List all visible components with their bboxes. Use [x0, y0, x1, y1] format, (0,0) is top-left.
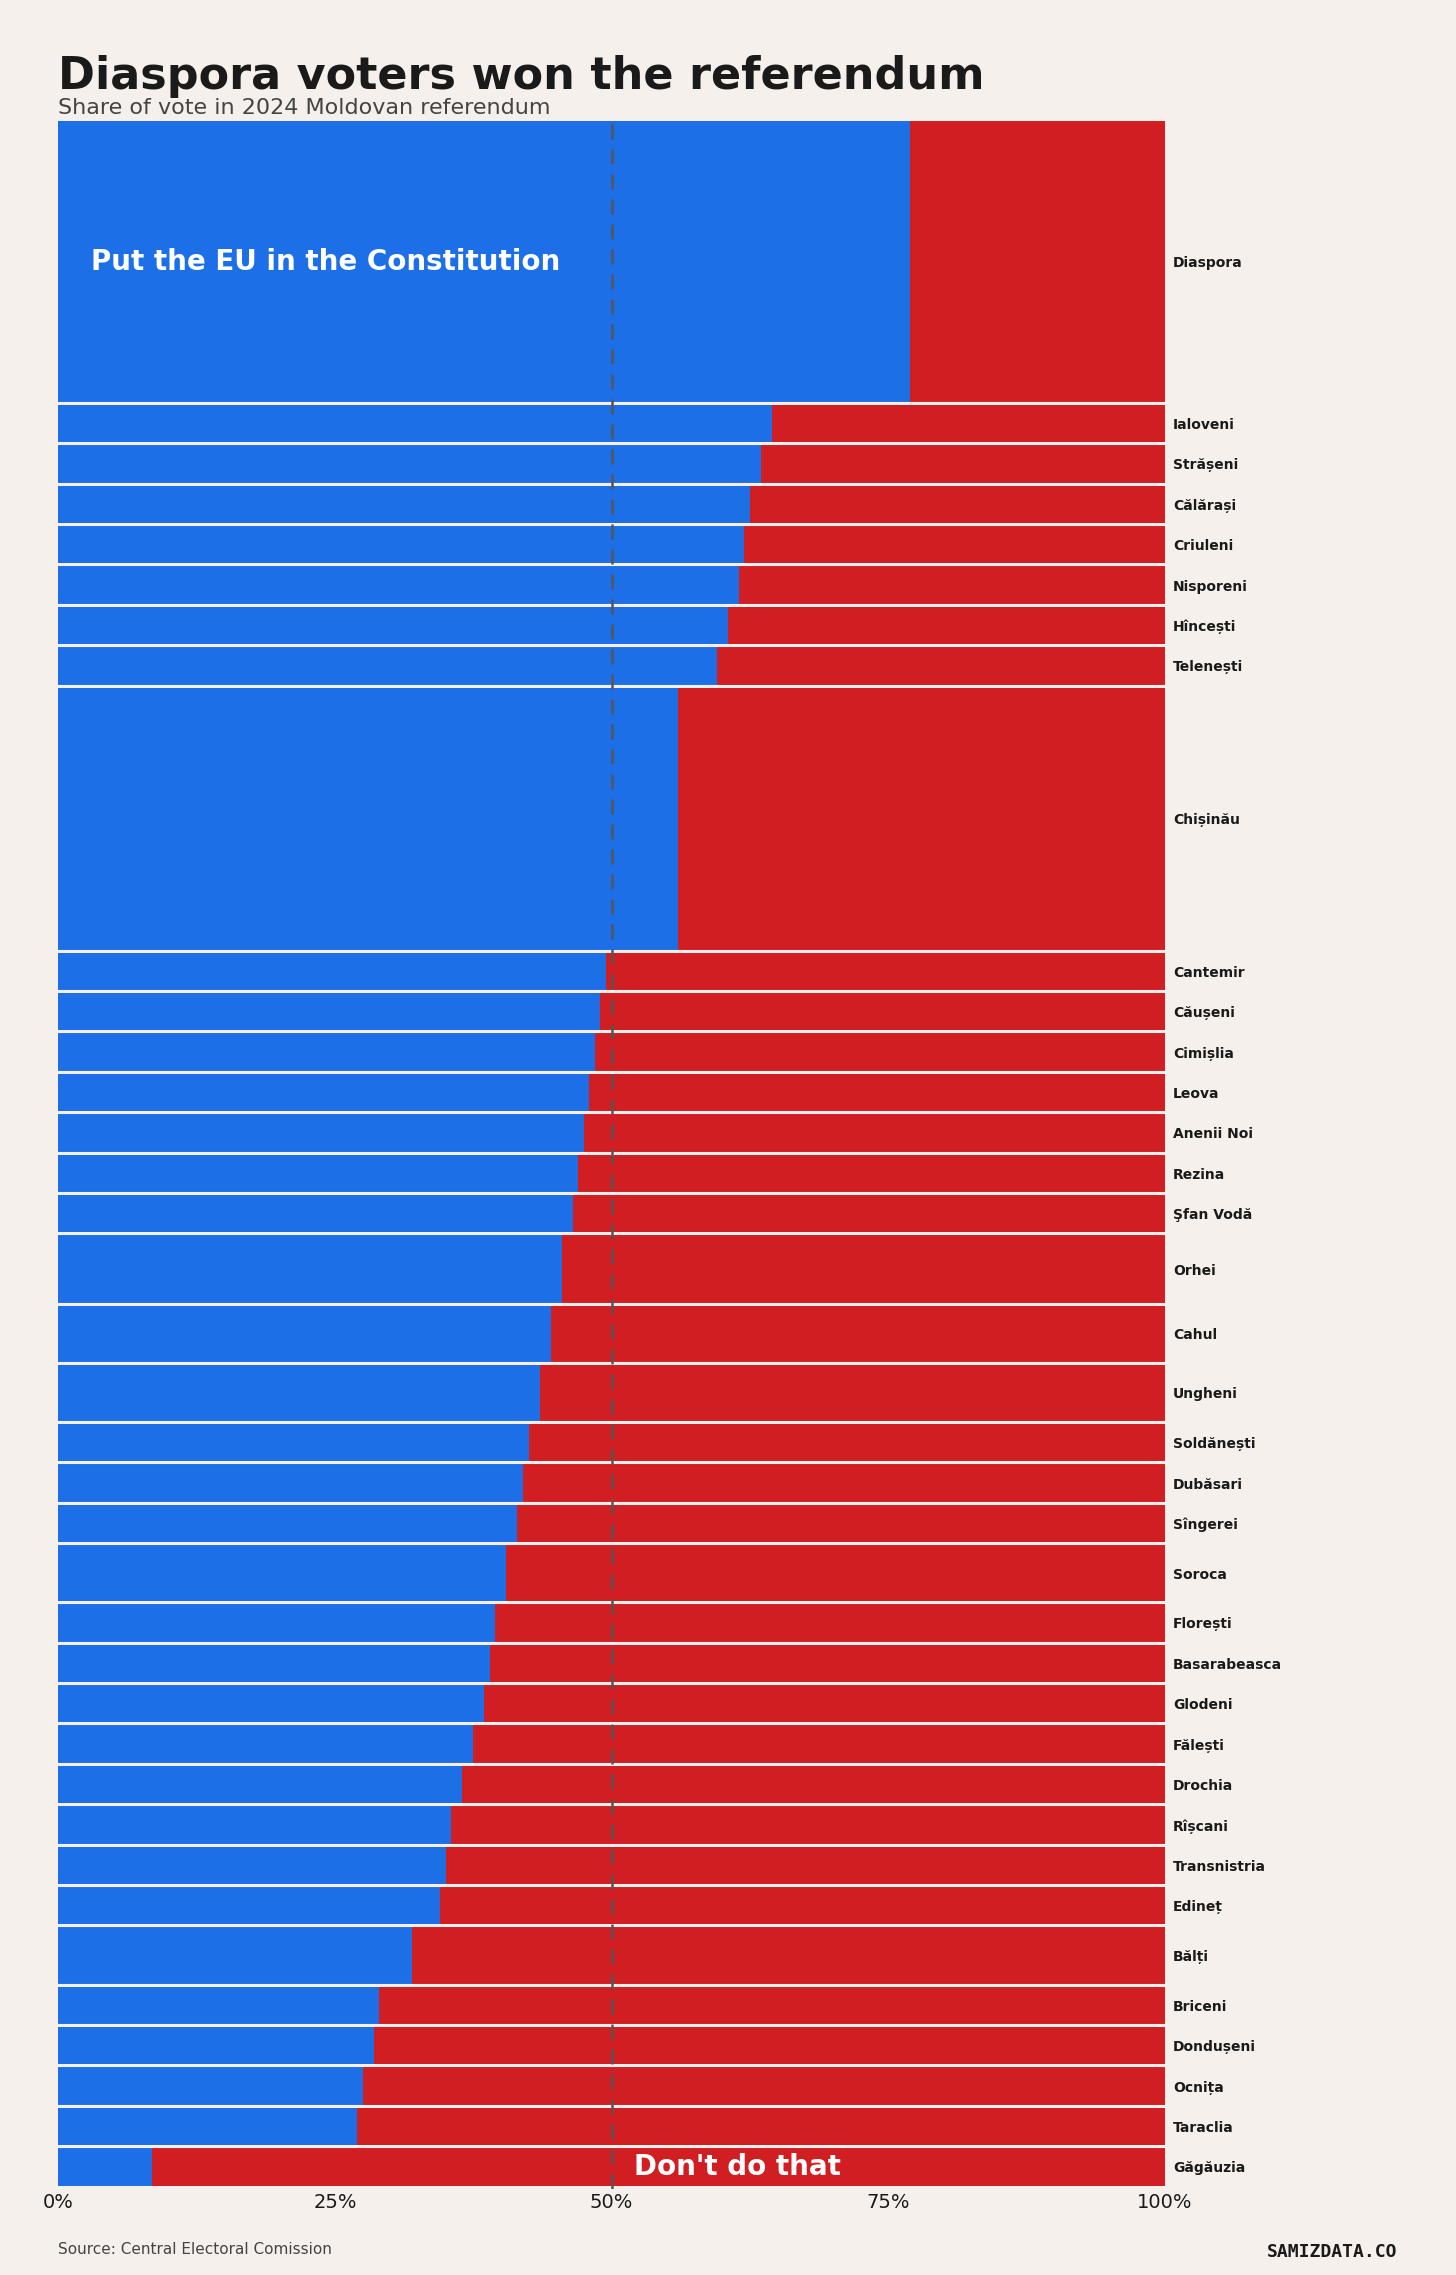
Bar — [58, 992, 600, 1031]
Bar — [540, 1365, 1165, 1422]
Bar — [58, 446, 761, 482]
Bar — [473, 1724, 1165, 1763]
Bar — [529, 1424, 1165, 1461]
Bar — [58, 648, 716, 685]
Text: Source: Central Electoral Comission: Source: Central Electoral Comission — [58, 2241, 332, 2257]
Bar — [58, 1806, 451, 1843]
Text: Put the EU in the Constitution: Put the EU in the Constitution — [92, 248, 561, 275]
Bar — [58, 121, 910, 403]
Bar — [596, 1033, 1165, 1072]
Bar — [58, 1115, 584, 1151]
Bar — [584, 1115, 1165, 1151]
Bar — [58, 1545, 507, 1602]
Bar — [58, 1765, 462, 1804]
Bar — [58, 1886, 440, 1925]
Bar — [523, 1465, 1165, 1502]
Bar — [728, 607, 1165, 644]
Bar — [58, 1927, 412, 1984]
Bar — [58, 2107, 357, 2145]
Bar — [357, 2107, 1165, 2145]
Bar — [363, 2068, 1165, 2104]
Bar — [58, 1724, 473, 1763]
Bar — [58, 1645, 489, 1681]
Bar — [58, 2027, 374, 2063]
Bar — [678, 687, 1165, 949]
Text: SAMIZDATA.CO: SAMIZDATA.CO — [1267, 2243, 1398, 2261]
Bar — [738, 566, 1165, 603]
Bar — [58, 485, 750, 523]
Bar — [58, 1033, 596, 1072]
Text: Don't do that: Don't do that — [633, 2152, 840, 2182]
Bar — [58, 607, 728, 644]
Bar — [58, 1153, 578, 1192]
Bar — [446, 1847, 1165, 1884]
Bar — [58, 687, 678, 949]
Bar — [58, 1504, 517, 1542]
Bar — [772, 405, 1165, 441]
Bar — [412, 1927, 1165, 1984]
Bar — [58, 953, 606, 990]
Bar — [58, 1365, 540, 1422]
Bar — [58, 1986, 379, 2025]
Bar — [517, 1504, 1165, 1542]
Bar — [578, 1153, 1165, 1192]
Bar — [761, 446, 1165, 482]
Bar — [58, 566, 738, 603]
Bar — [58, 1847, 446, 1884]
Bar — [379, 1986, 1165, 2025]
Bar — [58, 1194, 572, 1233]
Bar — [910, 121, 1165, 403]
Bar — [58, 405, 772, 441]
Bar — [451, 1806, 1165, 1843]
Bar — [440, 1886, 1165, 1925]
Bar — [489, 1645, 1165, 1681]
Bar — [590, 1074, 1165, 1110]
Bar — [462, 1765, 1165, 1804]
Bar — [58, 1686, 485, 1722]
Bar — [58, 1465, 523, 1502]
Bar — [600, 992, 1165, 1031]
Bar — [58, 1074, 590, 1110]
Bar — [716, 648, 1165, 685]
Bar — [572, 1194, 1165, 1233]
Bar — [58, 1424, 529, 1461]
Bar — [58, 2148, 153, 2186]
Bar — [58, 1604, 495, 1643]
Bar — [744, 526, 1165, 564]
Text: Share of vote in 2024 Moldovan referendum: Share of vote in 2024 Moldovan referendu… — [58, 98, 550, 118]
Text: Diaspora voters won the referendum: Diaspora voters won the referendum — [58, 55, 984, 98]
Bar — [507, 1545, 1165, 1602]
Bar — [374, 2027, 1165, 2063]
Bar — [495, 1604, 1165, 1643]
Bar — [58, 1306, 550, 1363]
Bar — [562, 1235, 1165, 1304]
Bar — [58, 2068, 363, 2104]
Bar — [58, 1235, 562, 1304]
Bar — [153, 2148, 1165, 2186]
Bar — [750, 485, 1165, 523]
Bar — [606, 953, 1165, 990]
Bar — [58, 526, 744, 564]
Bar — [485, 1686, 1165, 1722]
Bar — [550, 1306, 1165, 1363]
